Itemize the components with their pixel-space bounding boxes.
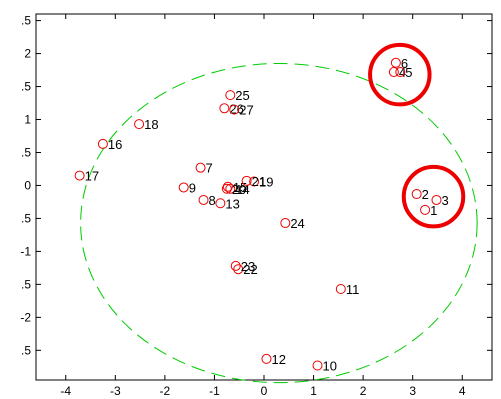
data-point-22 — [233, 264, 244, 275]
data-point-1 — [420, 204, 431, 215]
point-label-11: 11 — [346, 282, 360, 297]
y-tick-label: 0 — [24, 178, 31, 192]
data-point-17 — [74, 170, 85, 181]
data-point-15 — [222, 181, 233, 192]
x-tick-label: -4 — [60, 384, 71, 398]
point-label-15: 15 — [233, 180, 247, 195]
point-label-12: 12 — [271, 352, 285, 367]
data-point-13 — [215, 198, 226, 209]
data-point-3 — [431, 194, 442, 205]
data-point-4 — [388, 67, 399, 78]
data-point-12 — [261, 353, 272, 364]
point-label-16: 16 — [108, 137, 122, 152]
y-tick-label: .5 — [21, 343, 31, 357]
data-point-26 — [219, 103, 230, 114]
x-tick-label: 1 — [310, 384, 317, 398]
x-tick-label: -2 — [160, 384, 171, 398]
data-points: 12 34 567891011121314151617181920212223242… — [74, 56, 449, 373]
point-label-3: 3 — [441, 193, 448, 208]
point-label-5: 5 — [405, 65, 412, 80]
y-tick-label: 1 — [24, 113, 31, 127]
data-point-21 — [241, 175, 252, 186]
y-tick-label: -2 — [20, 310, 31, 324]
y-tick-label: .5 — [21, 145, 31, 159]
point-label-25: 25 — [235, 88, 249, 103]
data-point-8 — [198, 194, 209, 205]
data-point-9 — [178, 182, 189, 193]
highlight-circle-1 — [368, 42, 432, 107]
cluster-ellipse — [80, 62, 478, 384]
y-tick-label: -1 — [20, 244, 31, 258]
plot-area — [35, 13, 493, 381]
point-label-8: 8 — [209, 193, 216, 208]
point-label-13: 13 — [225, 196, 239, 211]
point-label-27: 27 — [239, 103, 253, 118]
point-label-9: 9 — [189, 180, 196, 195]
point-label-6: 6 — [401, 56, 408, 71]
plot-frame — [35, 13, 493, 381]
point-label-17: 17 — [85, 169, 99, 184]
point-label-22: 22 — [243, 262, 257, 277]
x-tick-label: -1 — [209, 384, 220, 398]
highlight-circle-2 — [401, 164, 466, 229]
point-label-4: 4 — [399, 65, 406, 80]
y-axis: .5 2 .5 1 .5 0 .5 -1 .5 -2 .5 — [20, 14, 492, 357]
x-tick-label: -3 — [110, 384, 121, 398]
data-point-27 — [229, 104, 240, 115]
data-point-2 — [411, 189, 422, 200]
data-point-23 — [230, 260, 241, 271]
y-tick-label: .5 — [21, 211, 31, 225]
y-tick-label: 2 — [24, 47, 31, 61]
point-label-7: 7 — [206, 161, 213, 176]
data-point-18 — [134, 119, 145, 130]
data-point-7 — [195, 162, 206, 173]
data-point-16 — [97, 138, 108, 149]
x-tick-label: 0 — [261, 384, 268, 398]
x-tick-label: 2 — [360, 384, 367, 398]
data-point-14 — [225, 183, 236, 194]
data-point-19 — [249, 176, 260, 187]
y-tick-label: .5 — [21, 80, 31, 94]
point-label-1: 1 — [430, 203, 437, 218]
data-point-24 — [280, 218, 291, 229]
x-axis: -4 -3 -2 -1 0 1 2 3 4 — [60, 14, 466, 398]
point-label-20: 20 — [232, 182, 246, 197]
y-tick-label: .5 — [21, 14, 31, 28]
point-label-18: 18 — [144, 117, 158, 132]
point-label-23: 23 — [241, 259, 255, 274]
data-point-20 — [221, 183, 232, 194]
point-label-21: 21 — [252, 174, 266, 189]
data-point-10 — [312, 360, 323, 371]
chart-decorations — [80, 42, 478, 384]
y-tick-label: .5 — [21, 277, 31, 291]
x-tick-label: 3 — [409, 384, 416, 398]
point-label-10: 10 — [323, 358, 337, 373]
data-point-25 — [225, 90, 236, 101]
data-point-5 — [395, 67, 406, 78]
point-label-19: 19 — [259, 175, 273, 190]
data-point-11 — [335, 283, 346, 294]
point-label-2: 2 — [422, 187, 429, 202]
data-point-6 — [390, 57, 401, 68]
x-tick-label: 4 — [459, 384, 466, 398]
point-label-24: 24 — [290, 216, 304, 231]
